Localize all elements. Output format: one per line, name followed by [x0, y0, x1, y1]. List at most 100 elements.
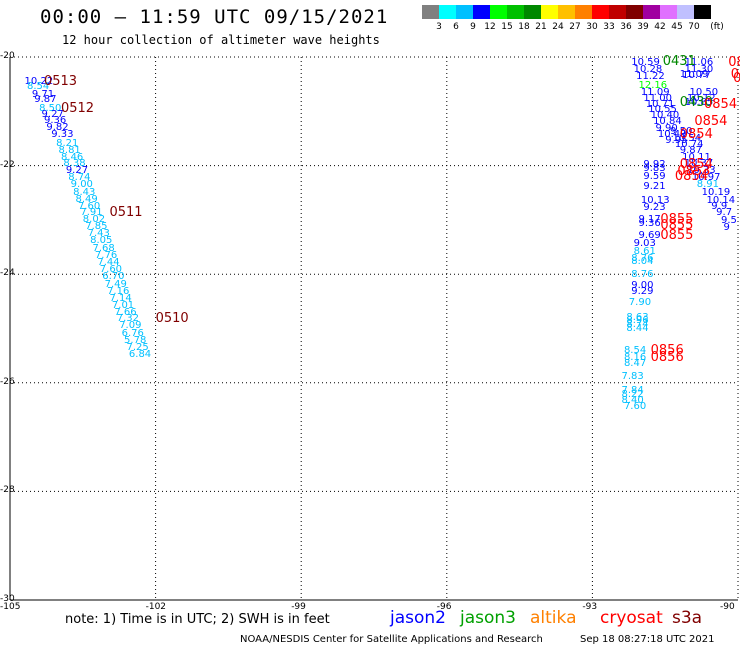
pass-time-label: 0510 — [155, 311, 189, 327]
wave-height-label: 7.44 — [97, 257, 120, 268]
wave-height-label: 9.87 — [34, 94, 57, 106]
satellite-altika: altika — [530, 608, 577, 628]
wave-height-label: 9.92 — [643, 159, 666, 171]
wave-height-label: 7.66 — [114, 307, 137, 319]
wave-height-label: 8.61 — [633, 245, 656, 257]
pass-time-label: 0430 — [679, 95, 713, 111]
wave-height-label: 8.02 — [82, 213, 106, 225]
wave-height-label: 10.54 — [672, 133, 702, 145]
legend-swatch — [507, 5, 524, 19]
map-plot-area: 10.22 8.54 9.71 9.87 8.50 9.27 9.36 9.82 9.33 8.2… — [9, 54, 740, 601]
y-tick-label: -26 — [0, 376, 15, 387]
wave-height-label: 11.22 — [636, 71, 665, 83]
pass-time-label: 0854 — [694, 113, 728, 129]
pass-time-label: 0853 — [677, 164, 711, 180]
pass-time-label: 0856 — [650, 342, 684, 358]
wave-height-label: 9.17 — [638, 213, 661, 225]
legend-swatch — [439, 5, 456, 19]
legend-swatch — [490, 5, 507, 19]
wave-height-label: 11.09 — [679, 68, 709, 80]
legend-label: 6 — [453, 22, 459, 32]
legend-label: 42 — [654, 22, 666, 32]
wave-height-label: 8.54 — [623, 344, 647, 356]
legend-label: 9 — [470, 22, 476, 32]
y-tick-label: -22 — [0, 159, 15, 170]
wave-height-label: 9.90 — [655, 123, 678, 135]
wave-height-label: 8.22 — [621, 389, 644, 401]
wave-height-label: 8.44 — [626, 323, 649, 335]
wave-height-label: 7.68 — [92, 242, 115, 254]
wave-height-label: 8.38 — [63, 157, 86, 169]
wave-height-label: 11.06 — [684, 57, 714, 68]
pass-time-label: 0512 — [60, 101, 95, 117]
wave-height-label: 8.54 — [26, 81, 50, 93]
x-tick-label: -90 — [720, 602, 735, 612]
wave-height-label: 9.23 — [643, 202, 666, 214]
wave-height-label: 7.16 — [107, 285, 130, 297]
legend-label: 70 — [688, 22, 700, 32]
legend-label: 30 — [586, 22, 598, 32]
page-title: 00:00 — 11:59 UTC 09/15/2021 — [40, 6, 389, 28]
wave-height-label: 10.77 — [682, 69, 711, 81]
wave-height-label: 10.19 — [701, 186, 731, 198]
wave-height-label: 11.00 — [643, 92, 672, 104]
wave-height-label: 9.03 — [633, 238, 656, 250]
wave-height-label: 9.27 — [41, 108, 64, 120]
wave-height-label: 11.30 — [684, 64, 714, 76]
satellite-cryosat: cryosat — [600, 608, 663, 628]
note-text: note: 1) Time is in UTC; 2) SWH is in fe… — [65, 612, 330, 627]
wave-height-label: 10.85 — [684, 97, 714, 109]
wave-height-label: 7.84 — [621, 385, 644, 397]
pass-time-label: 0855 — [660, 211, 694, 227]
timestamp: Sep 18 08:27:18 UTC 2021 — [580, 634, 715, 645]
satellite-s3a: s3a — [672, 608, 703, 628]
legend-swatch — [422, 5, 439, 19]
wave-height-label: 10.55 — [648, 104, 677, 116]
wave-height-label: 7.43 — [87, 228, 110, 240]
legend-label: 12 — [484, 22, 496, 32]
pass-time-label: 0511 — [109, 204, 143, 220]
wave-height-label: 10.22 — [24, 75, 54, 87]
legend-swatch — [541, 5, 558, 19]
y-tick-label: -20 — [0, 51, 15, 61]
wave-height-label: 6.84 — [128, 349, 152, 361]
satellite-jason2: jason2 — [390, 608, 446, 628]
legend-swatch — [677, 5, 694, 19]
wave-height-label: 8.21 — [56, 137, 79, 149]
wave-height-label: 7.14 — [109, 292, 132, 304]
legend-swatch — [626, 5, 643, 19]
legend-swatch — [524, 5, 541, 19]
wave-height-label: 8.40 — [621, 395, 644, 407]
wave-height-label: 10.12 — [687, 92, 716, 104]
wave-height-label: 9.27 — [65, 164, 89, 176]
pass-time-label: 0855 — [660, 227, 694, 243]
wave-height-label: 10.11 — [682, 151, 711, 163]
wave-height-label: 10.74 — [674, 139, 704, 151]
legend-label: 24 — [552, 22, 564, 32]
wave-height-label: 9.87 — [679, 144, 703, 156]
wave-height-label: 7.85 — [85, 221, 108, 233]
wave-height-label: 9.5 — [721, 215, 737, 227]
wave-height-label: 10.84 — [653, 115, 682, 127]
wave-height-label: 7.90 — [628, 297, 652, 309]
wave-height-label: 8.81 — [58, 144, 81, 156]
legend-swatch — [643, 5, 660, 19]
wave-height-label: 8.43 — [73, 186, 96, 198]
y-tick-label: -28 — [0, 485, 15, 496]
wave-height-label: 8.96 — [626, 314, 649, 326]
wave-height-label: 10.28 — [633, 64, 663, 76]
wave-height-label: 8.05 — [90, 235, 113, 247]
y-tick-label: -24 — [0, 268, 15, 279]
x-tick-label: -105 — [0, 602, 21, 612]
wave-height-label: 6.70 — [102, 271, 125, 283]
wave-height-label: 9.82 — [46, 121, 69, 133]
wave-height-label: 8.16 — [623, 351, 647, 363]
legend-label: 33 — [603, 22, 615, 32]
legend-swatch — [694, 5, 711, 19]
wave-height-label: 9.36 — [638, 218, 661, 230]
wave-height-label: 9.50 — [670, 126, 693, 138]
legend-label: 21 — [535, 22, 547, 32]
wave-height-label: 8.74 — [68, 172, 91, 184]
wave-height-label: 7.76 — [94, 249, 118, 261]
wave-height-label: 8.49 — [75, 193, 98, 205]
